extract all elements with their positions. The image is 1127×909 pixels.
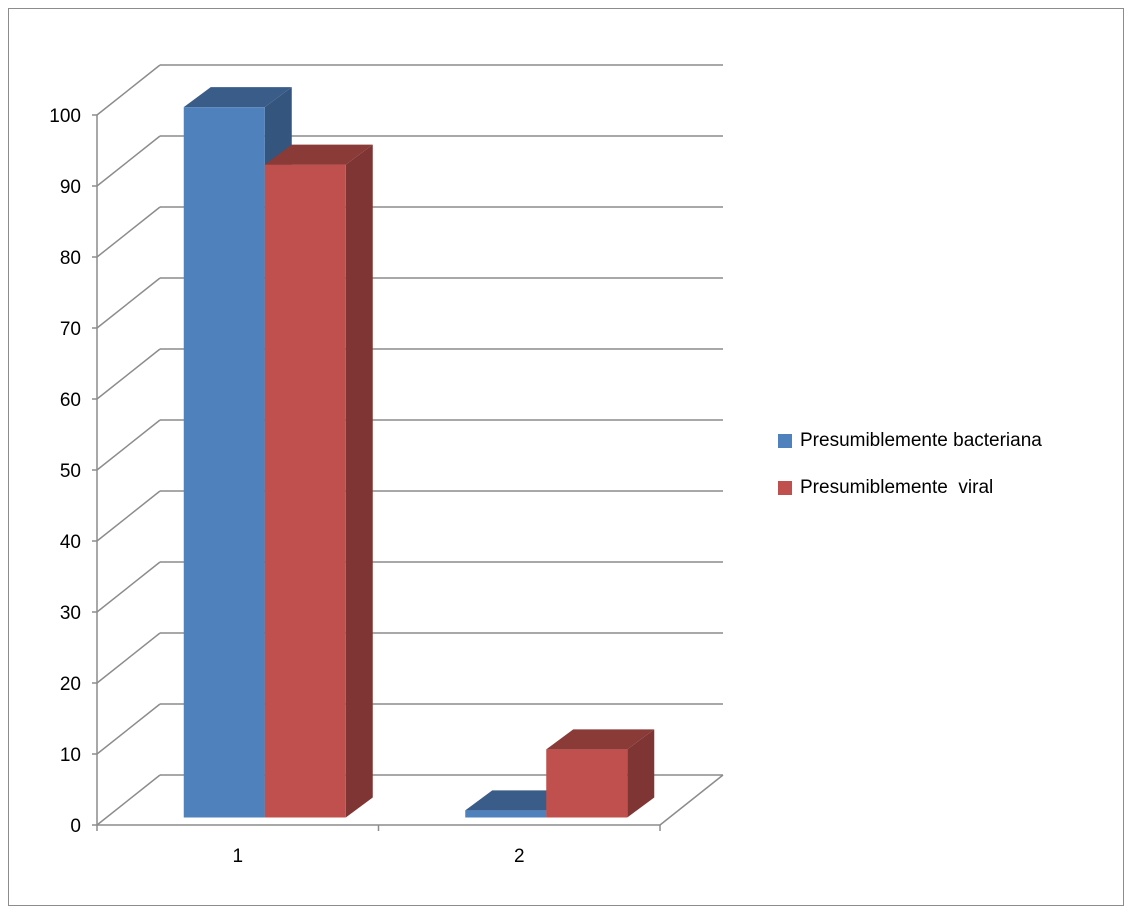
y-tick-label-0: 0 (70, 816, 81, 837)
y-tick-label-20: 20 (60, 674, 81, 695)
bar-front-face (546, 749, 628, 818)
y-tick-label-40: 40 (60, 532, 81, 553)
gridline-wall-10 (96, 703, 161, 755)
y-tick-label-70: 70 (60, 319, 81, 340)
bar-viral-cat-2 (546, 729, 655, 818)
bar-top-face (546, 729, 655, 750)
legend: Presumiblemente bacteriana Presumiblemen… (778, 428, 1042, 522)
gridline-wall-60 (96, 348, 161, 400)
y-tick-label-50: 50 (60, 461, 81, 482)
legend-label-bacteriana: Presumiblemente bacteriana (800, 430, 1042, 451)
floor-right-edge (659, 774, 724, 826)
bar-viral-cat-1 (264, 144, 373, 818)
bars (183, 87, 655, 818)
bar-side-face (627, 729, 655, 818)
bar-top-face (183, 87, 292, 108)
legend-swatch-bacteriana (778, 434, 792, 448)
x-tick-label-1: 1 (232, 846, 243, 867)
gridline-wall-80 (96, 206, 161, 258)
bar-top-face (264, 144, 373, 165)
axes (92, 114, 661, 831)
tick-labels: 0 10 20 30 40 50 60 70 80 90 100 1 2 (49, 106, 524, 867)
x-tick-label-2: 2 (514, 846, 525, 867)
bar-front-face (465, 810, 547, 818)
legend-swatch-viral (778, 481, 792, 495)
y-tick-label-80: 80 (60, 248, 81, 269)
gridline-wall-100 (96, 64, 161, 116)
gridline-wall-40 (96, 490, 161, 542)
y-tick-label-90: 90 (60, 177, 81, 198)
gridline-wall-90 (96, 135, 161, 187)
y-tick-label-30: 30 (60, 603, 81, 624)
gridline-wall-20 (96, 632, 161, 684)
bar-side-face (345, 144, 373, 818)
y-tick-label-10: 10 (60, 745, 81, 766)
bar-front-face (183, 107, 265, 818)
legend-item-bacteriana: Presumiblemente bacteriana (778, 428, 1042, 454)
y-tick-label-100: 100 (49, 106, 81, 127)
gridline-wall-70 (96, 277, 161, 329)
gridline-wall-50 (96, 419, 161, 471)
gridline-wall-30 (96, 561, 161, 613)
gridline-wall-0 (96, 774, 161, 826)
y-tick-label-60: 60 (60, 390, 81, 411)
legend-label-viral: Presumiblemente viral (800, 477, 994, 498)
bar-front-face (264, 164, 346, 818)
legend-item-viral: Presumiblemente viral (778, 475, 1042, 501)
